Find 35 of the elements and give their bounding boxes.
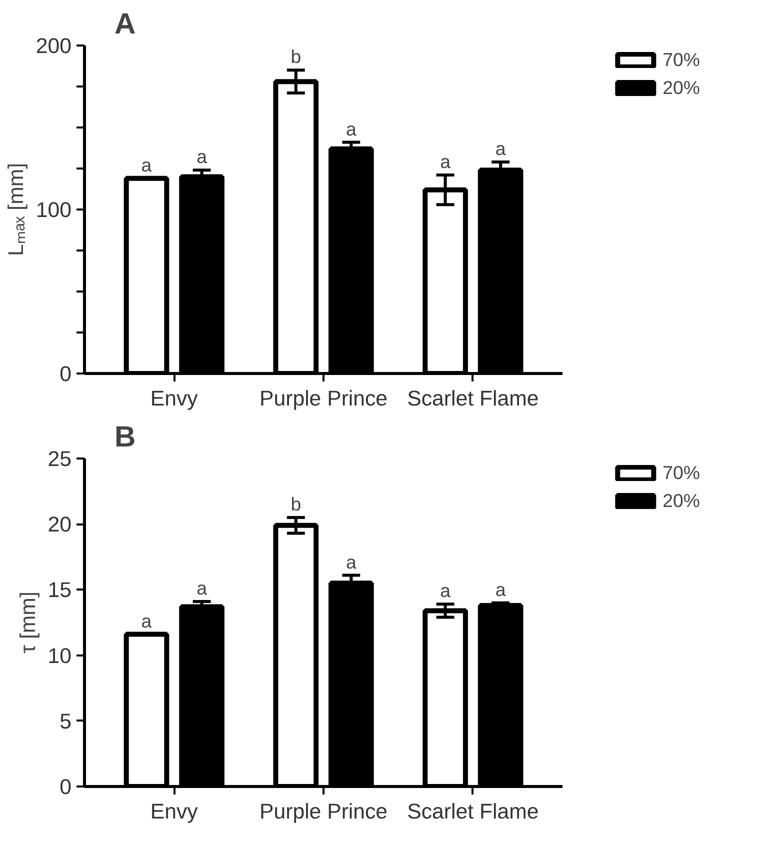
data-label: a xyxy=(346,551,357,572)
y-axis-title: τ [mm] xyxy=(16,592,40,654)
y-tick-label: 100 xyxy=(36,198,72,222)
y-tick-label: 15 xyxy=(48,578,72,602)
data-label: a xyxy=(495,138,506,159)
data-label: a xyxy=(141,610,152,632)
data-label: a xyxy=(141,154,152,176)
x-tick-label: Purple Prince xyxy=(260,800,388,824)
y-tick-label: 5 xyxy=(60,709,72,734)
x-tick-label: Scarlet Flame xyxy=(407,386,539,410)
chart-title: A xyxy=(114,8,136,40)
legend-label: 20% xyxy=(662,77,700,99)
data-label: a xyxy=(346,118,357,140)
data-label: b xyxy=(290,46,302,68)
y-tick-label: 25 xyxy=(48,447,72,471)
x-tick-label: Purple Prince xyxy=(260,386,388,410)
y-tick-label: 0 xyxy=(60,775,72,799)
y-tick-label: 20 xyxy=(48,512,72,537)
y-tick-label: 200 xyxy=(36,34,72,58)
y-tick-label: 10 xyxy=(48,644,72,668)
data-label: a xyxy=(440,580,452,602)
x-tick-label: Envy xyxy=(150,386,198,410)
data-label: b xyxy=(290,494,302,515)
y-tick-label: 0 xyxy=(60,362,72,386)
legend-label: 20% xyxy=(662,490,700,512)
data-label: a xyxy=(495,578,506,600)
x-tick-label: Envy xyxy=(150,800,198,824)
data-label: a xyxy=(440,151,452,172)
chart-title: B xyxy=(114,420,136,454)
data-label: a xyxy=(196,146,208,168)
legend-label: 70% xyxy=(662,462,700,484)
data-label: a xyxy=(196,578,208,599)
x-tick-label: Scarlet Flame xyxy=(407,800,539,824)
legend-label: 70% xyxy=(662,49,700,71)
y-axis-title: Lₘₐₓ [mm] xyxy=(4,162,28,256)
